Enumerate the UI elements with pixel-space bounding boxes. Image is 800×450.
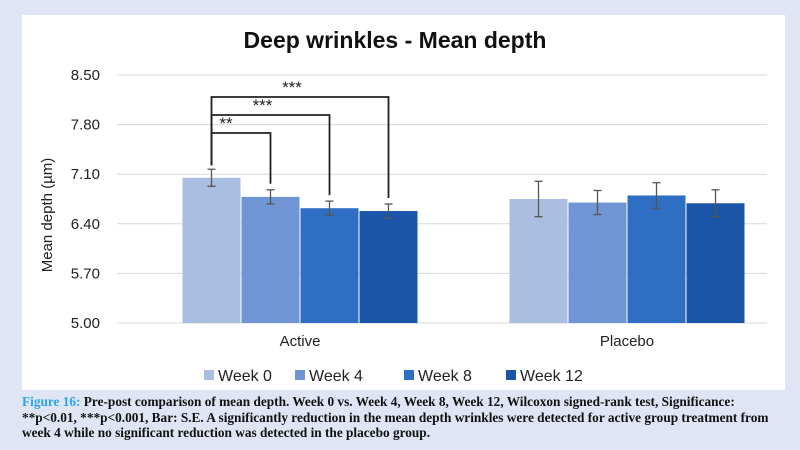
- legend: Week 0 Week 4 Week 8 Week 12: [204, 368, 583, 385]
- bar: [686, 203, 745, 323]
- significance-label: ***: [253, 96, 273, 115]
- legend-label: Week 0: [218, 368, 272, 385]
- legend-swatch: [506, 370, 516, 380]
- bar-chart: Deep wrinkles - Mean depth Mean depth (µ…: [39, 27, 767, 385]
- significance-label: **: [219, 114, 233, 133]
- significance-label: ***: [282, 78, 302, 97]
- x-tick-label: Placebo: [600, 333, 654, 350]
- y-tick-labels: 5.00 5.70 6.40 7.10 7.80 8.50: [71, 67, 100, 332]
- caption-text: Pre-post comparison of mean depth. Week …: [22, 394, 769, 440]
- bar: [509, 199, 568, 323]
- bar: [627, 195, 686, 323]
- chart-panel: Deep wrinkles - Mean depth Mean depth (µ…: [22, 15, 785, 390]
- figure-caption: Figure 16: Pre-post comparison of mean d…: [22, 394, 782, 441]
- legend-swatch: [295, 370, 305, 380]
- bars: [182, 177, 745, 323]
- y-axis-label: Mean depth (µm): [39, 158, 56, 273]
- y-tick-label: 7.80: [71, 117, 100, 134]
- y-tick-label: 7.10: [71, 166, 100, 183]
- legend-label: Week 12: [520, 368, 583, 385]
- bar: [300, 208, 359, 323]
- y-tick-label: 8.50: [71, 67, 100, 84]
- bar: [241, 196, 300, 323]
- y-tick-label: 6.40: [71, 216, 100, 233]
- significance-bracket: [210, 132, 272, 184]
- legend-swatch: [204, 370, 214, 380]
- x-tick-labels: Active Placebo: [280, 333, 655, 350]
- bar: [182, 177, 241, 323]
- y-tick-label: 5.00: [71, 315, 100, 332]
- bar: [359, 211, 418, 323]
- error-bars: [207, 168, 720, 219]
- legend-label: Week 8: [418, 368, 472, 385]
- x-tick-label: Active: [280, 333, 321, 350]
- significance-bracket: [210, 96, 390, 198]
- y-tick-label: 5.70: [71, 265, 100, 282]
- significance-brackets: ********: [210, 78, 390, 198]
- bar: [568, 202, 627, 323]
- legend-label: Week 4: [309, 368, 363, 385]
- caption-label: Figure 16:: [22, 394, 81, 409]
- chart-title: Deep wrinkles - Mean depth: [244, 27, 547, 53]
- legend-swatch: [404, 370, 414, 380]
